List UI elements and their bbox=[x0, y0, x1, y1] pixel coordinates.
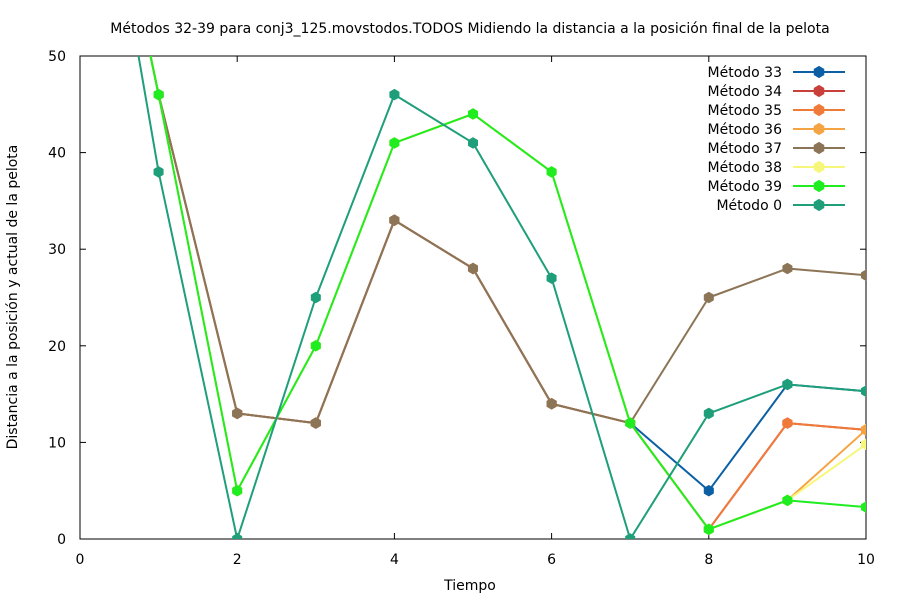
y-tick-label: 30 bbox=[48, 242, 66, 258]
legend-marker bbox=[813, 65, 825, 79]
plot-frame bbox=[79, 55, 867, 540]
data-point bbox=[467, 262, 479, 275]
data-point bbox=[782, 494, 793, 507]
data-point bbox=[860, 424, 866, 436]
data-point bbox=[546, 397, 557, 410]
legend-marker bbox=[813, 84, 825, 98]
data-point bbox=[310, 291, 321, 304]
data-point bbox=[467, 137, 479, 149]
data-point bbox=[232, 407, 243, 420]
legend-label: Método 39 bbox=[708, 179, 782, 195]
legend-label: Método 37 bbox=[708, 141, 782, 157]
series-layer bbox=[137, 56, 866, 539]
legend-item: Método 33 bbox=[708, 65, 845, 81]
legend-item: Método 0 bbox=[716, 198, 845, 214]
x-tick-label: 10 bbox=[857, 552, 875, 568]
x-tick-label: 8 bbox=[704, 552, 713, 568]
legend-label: Método 38 bbox=[708, 160, 782, 176]
legend-label: Método 33 bbox=[708, 65, 782, 81]
series-7 bbox=[149, 56, 866, 536]
data-point bbox=[546, 272, 557, 284]
data-point bbox=[310, 417, 321, 429]
series-8 bbox=[137, 56, 866, 539]
data-point bbox=[389, 88, 400, 101]
data-point bbox=[389, 214, 400, 227]
data-point bbox=[782, 262, 793, 275]
data-point bbox=[625, 533, 636, 539]
legend-item: Método 34 bbox=[708, 84, 845, 100]
data-point bbox=[703, 407, 714, 420]
data-point bbox=[860, 438, 866, 451]
data-point bbox=[153, 88, 164, 101]
legend: Método 33 Método 34 Método 35 Método 36 Méto… bbox=[708, 65, 845, 214]
legend-label: Método 35 bbox=[708, 103, 782, 119]
legend-label: Método 36 bbox=[708, 122, 783, 138]
legend-label: Método 34 bbox=[708, 84, 783, 100]
data-point bbox=[860, 385, 866, 397]
data-point bbox=[546, 166, 557, 178]
y-axis: 0 10 20 30 40 50 bbox=[48, 49, 866, 548]
data-point bbox=[860, 269, 866, 282]
legend-item: Método 36 bbox=[708, 122, 845, 138]
legend-marker bbox=[813, 179, 825, 193]
data-point bbox=[703, 523, 714, 536]
data-point bbox=[153, 166, 164, 178]
data-point bbox=[467, 108, 479, 120]
legend-item: Método 37 bbox=[708, 141, 845, 157]
y-tick-label: 20 bbox=[48, 339, 66, 355]
legend-marker bbox=[813, 198, 825, 212]
data-point bbox=[782, 378, 793, 391]
legend-item: Método 39 bbox=[708, 179, 845, 195]
x-tick-label: 0 bbox=[76, 552, 85, 568]
legend-marker bbox=[813, 103, 825, 117]
legend-label: Método 0 bbox=[716, 198, 782, 214]
data-point bbox=[625, 417, 636, 429]
x-tick-label: 2 bbox=[233, 552, 242, 568]
data-point bbox=[389, 137, 400, 149]
y-tick-label: 10 bbox=[48, 435, 66, 451]
data-point bbox=[703, 291, 714, 304]
chart-title: Métodos 32-39 para conj3_125.movstodos.T… bbox=[110, 21, 829, 37]
data-point bbox=[860, 501, 866, 513]
x-tick-label: 4 bbox=[390, 552, 399, 568]
x-axis-label: Tiempo bbox=[443, 578, 496, 594]
data-point bbox=[232, 533, 243, 539]
data-point bbox=[703, 484, 714, 497]
legend-item: Método 38 bbox=[708, 160, 845, 176]
data-point bbox=[782, 417, 793, 429]
legend-marker bbox=[813, 160, 825, 174]
x-tick-label: 6 bbox=[547, 552, 556, 568]
y-tick-label: 40 bbox=[48, 146, 66, 162]
y-tick-label: 50 bbox=[48, 49, 66, 65]
data-point bbox=[310, 340, 321, 352]
y-axis-label: Distancia a la posición y actual de la p… bbox=[5, 145, 21, 450]
y-tick-label: 0 bbox=[57, 532, 66, 548]
x-axis: 0 2 4 6 8 10 bbox=[76, 56, 875, 568]
data-point bbox=[232, 484, 243, 497]
legend-marker bbox=[813, 122, 825, 136]
legend-item: Método 35 bbox=[708, 103, 845, 119]
legend-marker bbox=[813, 141, 825, 155]
